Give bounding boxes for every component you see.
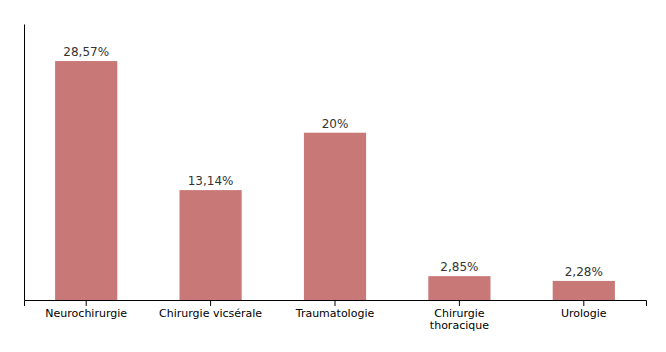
bar bbox=[553, 281, 615, 300]
x-tick-mark bbox=[210, 300, 211, 306]
x-tick-label: Chirurgiethoracique bbox=[430, 307, 489, 333]
y-axis bbox=[24, 25, 25, 301]
x-axis-line bbox=[25, 301, 647, 307]
x-tick-label-line: Chirurgie vicsérale bbox=[159, 307, 262, 320]
x-tick-label-line: Chirurgie bbox=[434, 307, 485, 320]
data-label: 2,28% bbox=[565, 265, 603, 279]
x-tick-label: Chirurgie vicsérale bbox=[159, 307, 262, 320]
x-tick-label: Neurochirurgie bbox=[45, 307, 127, 320]
bar bbox=[428, 276, 490, 300]
y-axis-line bbox=[24, 25, 25, 301]
x-tick-label-line: Neurochirurgie bbox=[45, 307, 127, 320]
x-tick-label: Urologie bbox=[561, 307, 607, 320]
x-tick: Urologie bbox=[561, 300, 607, 320]
chart: Neurochirurgie Chirurgie vicsérale Traumat… bbox=[0, 0, 666, 352]
data-label: 2,85% bbox=[440, 260, 478, 274]
data-label: 13,14% bbox=[188, 174, 234, 188]
bar bbox=[304, 133, 366, 300]
data-label: 20% bbox=[322, 117, 349, 131]
data-label: 28,57% bbox=[63, 45, 109, 59]
bar bbox=[55, 61, 117, 300]
x-tick-mark bbox=[86, 300, 87, 306]
x-tick-mark bbox=[459, 300, 460, 306]
x-tick-mark bbox=[583, 300, 584, 306]
x-tick: Chirurgiethoracique bbox=[430, 300, 489, 332]
data-labels: 28,57% 13,14% 20% 2,85% 2,28% bbox=[63, 45, 603, 279]
x-tick: Traumatologie bbox=[295, 300, 375, 320]
x-axis: Neurochirurgie Chirurgie vicsérale Traumat… bbox=[25, 300, 647, 332]
bar bbox=[180, 190, 242, 300]
x-tick-label-line: thoracique bbox=[430, 319, 489, 332]
x-tick-mark bbox=[335, 300, 336, 306]
x-tick: Chirurgie vicsérale bbox=[159, 300, 262, 320]
bars bbox=[55, 61, 615, 300]
x-tick: Neurochirurgie bbox=[45, 300, 127, 320]
x-tick-label-line: Urologie bbox=[561, 307, 607, 320]
plot: Neurochirurgie Chirurgie vicsérale Traumat… bbox=[25, 25, 647, 333]
x-tick-label: Traumatologie bbox=[295, 307, 375, 320]
chart-container: Neurochirurgie Chirurgie vicsérale Traumat… bbox=[0, 0, 666, 352]
x-tick-label-line: Traumatologie bbox=[295, 307, 375, 320]
